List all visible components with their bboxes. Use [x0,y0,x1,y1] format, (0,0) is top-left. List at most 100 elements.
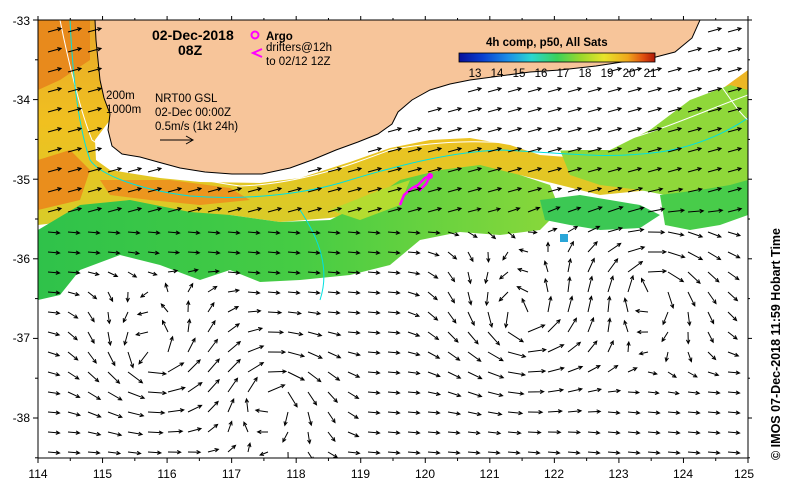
current-arrow [667,251,686,259]
current-arrow [207,250,221,255]
current-arrow [447,167,463,173]
current-arrow [527,187,543,193]
current-arrow [67,47,83,53]
current-arrow [47,410,61,415]
current-model-label: NRT00 GSL [155,93,218,105]
current-arrow [407,311,421,317]
current-arrow [527,409,544,415]
current-arrow [47,270,61,275]
current-arrow [567,365,584,373]
current-arrow [527,107,543,113]
current-arrow [387,127,403,133]
current-arrow [227,230,241,235]
current-arrow [87,47,103,53]
current-arrow [67,27,83,33]
current-arrow [727,147,743,153]
x-tick-label: 116 [157,467,176,481]
current-arrow [567,257,572,273]
current-arrow [427,351,441,359]
current-arrow [247,442,252,453]
current-arrow [387,430,401,435]
current-arrow [147,410,166,415]
current-arrow [267,330,285,335]
current-arrow [507,410,524,416]
current-arrow [67,291,81,297]
current-arrow [727,331,738,340]
current-arrow [287,250,301,255]
current-arrow [627,450,641,455]
current-arrow [87,127,103,133]
credit-text: © IMOS 07-Dec-2018 11:59 Hobart Time [769,228,783,460]
current-arrow [587,340,598,353]
current-arrow [67,147,83,153]
current-arrow [727,410,741,415]
current-arrow [507,371,527,377]
current-arrow [567,147,583,153]
map-date: 02-Dec-2018 [152,27,234,43]
current-arrow [487,147,503,153]
current-arrow [139,291,149,298]
current-arrow [287,331,304,337]
current-arrow [427,450,441,455]
current-arrow [547,344,565,353]
current-arrow [647,450,661,455]
current-arrow [627,430,641,435]
current-arrow [498,291,509,302]
current-arrow [387,147,403,153]
current-arrow [447,147,463,153]
argo-float-marker [427,173,433,179]
current-arrow [567,225,579,233]
current-arrow [627,390,641,395]
current-arrow [447,231,460,237]
x-tick-label: 124 [673,467,693,481]
current-arrow [187,187,203,193]
current-arrow [247,207,263,213]
current-arrow [287,187,303,193]
current-arrow [67,127,83,133]
current-arrow [587,167,603,173]
current-arrow [487,87,503,93]
current-arrow [267,187,283,193]
current-arrow [247,230,261,235]
current-arrow [727,107,743,113]
current-arrow [647,207,666,213]
current-arrow [186,300,191,313]
current-arrow [227,358,241,373]
current-arrow [587,365,601,373]
current-arrow [707,430,721,435]
current-arrow [106,311,112,325]
current-arrow [607,242,622,253]
current-arrow [147,371,168,376]
current-arrow [467,87,483,93]
current-arrow [567,341,582,353]
current-arrow [607,127,623,133]
current-arrow [547,127,563,133]
current-arrow [647,187,664,193]
current-arrow [486,251,491,264]
current-arrow [727,251,741,259]
current-arrow [543,277,549,293]
current-arrow [587,409,602,414]
current-arrow [687,208,705,214]
current-arrow [347,250,361,255]
current-arrow [307,250,321,255]
current-arrow [327,431,336,443]
current-arrow [667,410,681,415]
current-arrow [167,250,181,255]
current-arrow [487,371,505,379]
current-arrow [587,147,603,153]
y-axis-labels: -33 -34 -35 -36 -37 -38 [13,14,31,425]
current-arrow [607,410,621,415]
current-arrow [547,87,563,93]
current-arrow [47,187,63,193]
current-arrow [87,450,101,455]
current-arrow [627,274,635,293]
current-arrow [467,450,481,455]
current-arrow [587,257,595,273]
current-arrow [707,27,723,33]
current-arrow [247,290,261,295]
current-arrow [347,310,361,315]
current-arrow [47,351,61,357]
current-arrow [186,318,192,333]
current-arrow [347,167,363,173]
